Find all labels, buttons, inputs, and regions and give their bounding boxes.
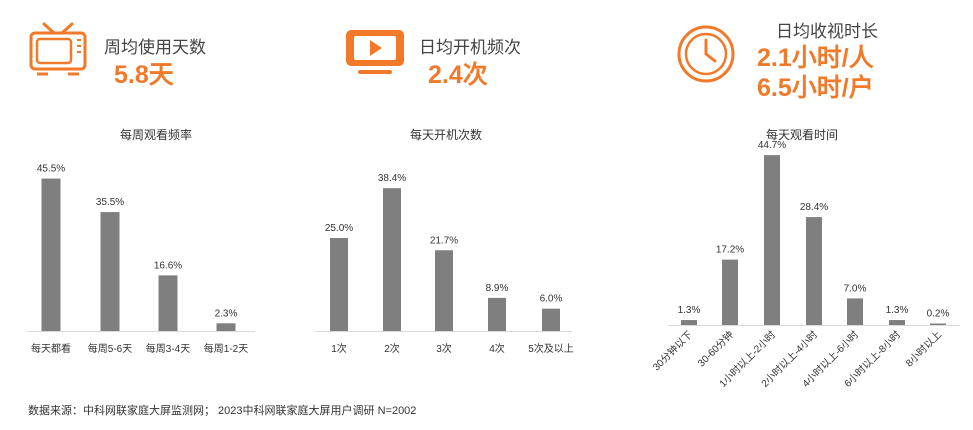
bar — [847, 298, 863, 325]
bar — [764, 155, 780, 325]
bar — [100, 212, 120, 331]
chart-title: 每天开机次数 — [409, 128, 482, 142]
data-label: 8.9% — [486, 283, 509, 294]
category-label: 30-60分钟 — [695, 328, 736, 369]
chart-title: 每周观看频率 — [119, 128, 192, 142]
tv-icon — [29, 22, 87, 76]
category-label: 5次及以上 — [528, 342, 574, 355]
category-label: 4次 — [489, 342, 505, 355]
data-label: 6.0% — [540, 294, 563, 305]
stat-label: 周均使用天数 — [104, 38, 206, 57]
data-label: 38.4% — [378, 173, 406, 184]
bar — [806, 217, 822, 325]
chart-title: 每天观看时间 — [765, 128, 838, 142]
data-label: 35.5% — [96, 197, 124, 208]
data-label: 2.3% — [215, 308, 238, 319]
category-label: 每天都看 — [31, 342, 71, 355]
data-label: 21.7% — [430, 235, 458, 246]
data-label: 17.2% — [716, 245, 744, 256]
data-label: 16.6% — [154, 260, 182, 271]
stat-value: 2.1小时/人 — [757, 44, 874, 72]
category-label: 每周3-4天 — [146, 342, 190, 355]
bar — [722, 259, 738, 325]
category-label: 1次 — [331, 342, 347, 355]
category-label: 30分钟以下 — [650, 328, 695, 373]
bar — [330, 238, 348, 331]
category-label: 2次 — [384, 342, 400, 355]
category-label: 每周1-2天 — [204, 342, 248, 355]
data-label: 0.2% — [927, 309, 950, 320]
bar — [930, 323, 946, 325]
source-note: 数据来源：中科网联家庭大屏监测网； 2023中科网联家庭大屏用户调研 N=200… — [28, 405, 417, 417]
stat-label: 日均收视时长 — [776, 22, 878, 41]
bar — [488, 297, 506, 331]
data-label: 25.0% — [325, 223, 353, 234]
category-label: 3次 — [436, 342, 452, 355]
clock-icon — [677, 25, 735, 83]
category-label: 8小时以上 — [903, 329, 944, 370]
bar — [158, 275, 178, 331]
bar — [216, 323, 236, 331]
bar — [681, 320, 697, 325]
bar — [542, 308, 560, 331]
data-label: 28.4% — [800, 202, 828, 213]
data-label: 44.7% — [758, 140, 786, 151]
data-label: 7.0% — [844, 283, 867, 294]
category-label: 每周5-6天 — [88, 342, 132, 355]
stat-value: 2.4次 — [428, 61, 488, 89]
data-label: 45.5% — [37, 164, 65, 175]
data-label: 1.3% — [678, 305, 701, 316]
bar — [435, 250, 453, 331]
bar — [383, 188, 401, 331]
play-screen-icon — [346, 30, 404, 74]
stat-value: 6.5小时/户 — [757, 74, 874, 102]
bar — [889, 320, 905, 325]
data-label: 1.3% — [886, 305, 909, 316]
stat-value: 5.8天 — [114, 61, 174, 89]
bar — [41, 178, 61, 331]
stat-label: 日均开机频次 — [419, 38, 521, 57]
